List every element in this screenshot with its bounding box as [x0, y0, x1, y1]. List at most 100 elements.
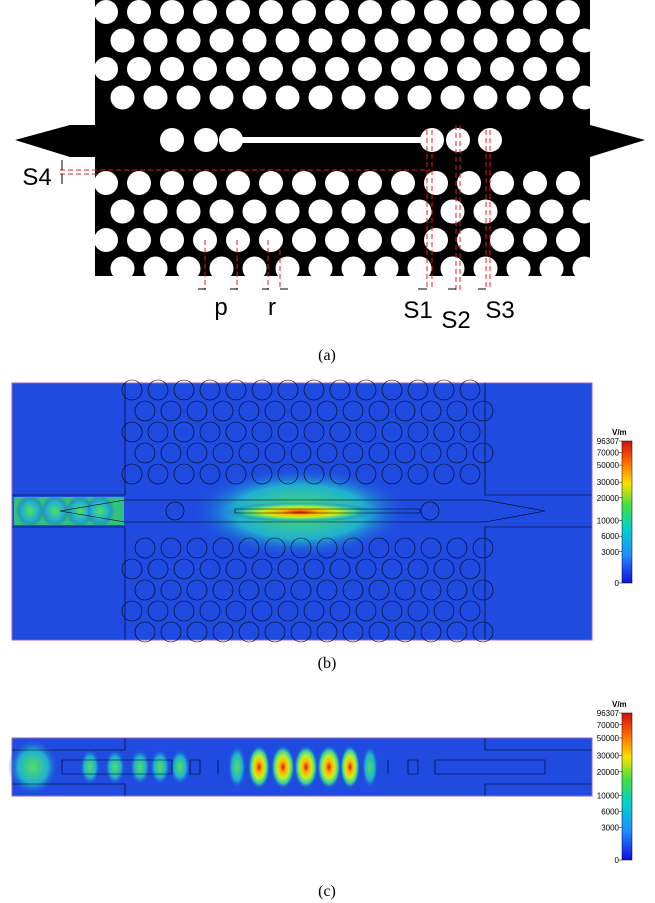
field-lobe [80, 749, 100, 785]
dimension-label: p [214, 294, 227, 321]
colorbar-tick-label: 3000 [601, 548, 619, 557]
air-hole [408, 200, 432, 224]
air-hole [391, 57, 415, 81]
air-hole [573, 29, 597, 53]
air-hole [391, 171, 415, 195]
air-hole [160, 171, 184, 195]
air-hole [490, 57, 514, 81]
air-hole [292, 0, 316, 24]
air-hole [243, 200, 267, 224]
air-hole [177, 86, 201, 110]
air-hole [111, 200, 135, 224]
air-hole [292, 171, 316, 195]
air-hole [573, 200, 597, 224]
air-hole [309, 86, 333, 110]
air-hole [276, 29, 300, 53]
air-hole [556, 57, 580, 81]
colorbar-tick-label: 70000 [597, 448, 620, 457]
colorbar-tick-label: 3000 [601, 824, 619, 833]
field-lobe [8, 739, 58, 795]
dimension-label: S1 [403, 297, 432, 324]
air-hole [540, 86, 564, 110]
colorbar-unit: V/m [612, 428, 627, 437]
air-hole [507, 86, 531, 110]
colorbar-tick-label: 10000 [597, 791, 620, 800]
air-hole [358, 0, 382, 24]
air-hole [441, 29, 465, 53]
air-hole [194, 128, 218, 152]
air-hole [177, 200, 201, 224]
air-hole [210, 29, 234, 53]
air-hole [259, 0, 283, 24]
air-hole [342, 86, 366, 110]
air-hole [523, 171, 547, 195]
air-hole [540, 200, 564, 224]
air-hole [309, 29, 333, 53]
air-hole [375, 29, 399, 53]
air-hole [446, 128, 470, 152]
field-lobe [228, 745, 246, 789]
dimension-label: S4 [22, 164, 51, 191]
air-hole [210, 257, 234, 281]
colorbar-tick-label: 6000 [601, 532, 619, 541]
field-lobe [105, 749, 125, 785]
air-hole [160, 128, 184, 152]
field-lobe [317, 745, 341, 789]
air-hole [111, 257, 135, 281]
air-hole [276, 86, 300, 110]
air-hole [127, 0, 151, 24]
air-hole [408, 257, 432, 281]
air-hole [391, 0, 415, 24]
air-hole [342, 200, 366, 224]
colorbar-tick-label: 50000 [597, 734, 620, 743]
air-hole [358, 228, 382, 252]
air-hole [342, 29, 366, 53]
air-hole [457, 228, 481, 252]
dimension-label: r [268, 294, 276, 321]
colorbar-tick-label: 70000 [597, 721, 620, 730]
air-hole [144, 86, 168, 110]
air-hole [457, 57, 481, 81]
air-hole [441, 257, 465, 281]
colorbar-tick-label: 20000 [597, 768, 620, 777]
air-hole [144, 200, 168, 224]
colorbar [622, 441, 632, 583]
air-hole [375, 257, 399, 281]
air-hole [94, 228, 118, 252]
air-hole [441, 200, 465, 224]
air-hole [243, 257, 267, 281]
air-hole [144, 29, 168, 53]
air-hole [94, 0, 118, 24]
colorbar-tick-label: 0 [615, 579, 620, 588]
caption: (b) [318, 655, 337, 672]
air-hole [457, 171, 481, 195]
air-hole [424, 228, 448, 252]
air-hole [259, 171, 283, 195]
colorbar-tick-label: 20000 [597, 494, 620, 503]
air-hole [490, 228, 514, 252]
air-hole [276, 257, 300, 281]
air-hole [507, 29, 531, 53]
air-hole [441, 86, 465, 110]
air-hole [424, 0, 448, 24]
field-lobe [294, 745, 318, 789]
air-hole [160, 57, 184, 81]
air-hole [474, 86, 498, 110]
air-hole [490, 171, 514, 195]
air-hole [457, 0, 481, 24]
air-hole [210, 200, 234, 224]
air-hole [210, 86, 234, 110]
colorbar-tick-label: 50000 [597, 461, 620, 470]
air-hole [127, 171, 151, 195]
dimension-label: S3 [485, 297, 514, 324]
air-hole [424, 57, 448, 81]
air-hole [127, 228, 151, 252]
air-hole [292, 228, 316, 252]
air-hole [556, 228, 580, 252]
dimension-label: S2 [441, 307, 470, 334]
air-hole [226, 0, 250, 24]
air-hole [408, 86, 432, 110]
air-hole [408, 29, 432, 53]
air-hole [193, 0, 217, 24]
air-hole [160, 228, 184, 252]
